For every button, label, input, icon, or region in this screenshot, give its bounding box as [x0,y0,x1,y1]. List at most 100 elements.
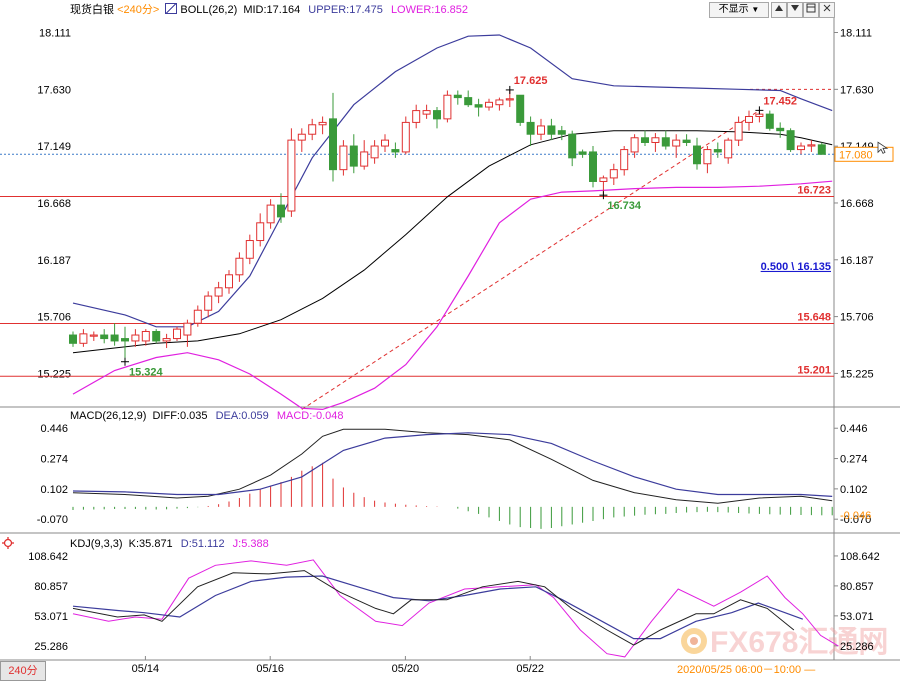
macd-tick-label-right: 0.446 [840,423,868,435]
price-tick-label-right: 15.706 [840,312,874,324]
price-tick-label-right: 18.111 [840,28,872,40]
kdj-tick-label-left: 25.286 [34,641,68,653]
close-pane-button[interactable] [819,2,835,18]
candle-body [578,151,587,155]
cursor-datetime: 2020/05/25 06:00－10:00 — [677,664,816,676]
instrument-name: 现货白银 [70,4,114,16]
candle-body [79,333,88,344]
candle-body [724,139,733,159]
price-tick-label-right: 16.187 [840,255,874,267]
candle-body [599,177,608,182]
candle-body [277,204,285,218]
candle-body [745,116,753,123]
candle-body [235,257,244,276]
candle-body [443,94,452,120]
kdj-tick-label-left: 53.071 [34,611,68,623]
candle-body [422,110,431,115]
candle-body [516,94,525,123]
candle-body [391,149,400,153]
candle-body [401,121,410,153]
price-tick-label-left: 15.225 [37,368,71,380]
boll-lower-line [72,180,833,411]
boll-lower-value: LOWER:16.852 [390,4,468,16]
candle-body [225,274,233,289]
date-tick-label: 05/22 [516,663,544,675]
macd-tick-label-right: 0.102 [840,484,868,496]
candle-body [381,139,389,147]
candle-body [69,334,77,344]
candle-body [360,151,369,167]
macd-dea-line [72,432,833,497]
scroll-down-button[interactable] [787,2,803,18]
candle-body [214,287,223,297]
candle-body [152,330,161,342]
period-badge-label: 240分 [8,665,38,677]
macd-tick-label-left: 0.446 [40,423,68,435]
candle-body [568,133,577,159]
candle-body [193,309,202,324]
candle-body [786,130,795,151]
extreme-label: 15.324 [129,367,164,379]
candle-body [547,125,556,135]
macd-label[interactable]: MACD(26,12,9) [70,410,147,422]
kdj-tick-label-right: 25.286 [840,641,874,653]
period-badge[interactable]: 240分 [0,661,46,681]
candle-body [245,240,254,259]
candle-body [183,322,192,336]
candle-body [641,137,649,143]
kdj-tick-label-right: 80.857 [840,581,874,593]
support-line-label: 16.723 [797,184,831,196]
candle-body [464,97,473,106]
kdj-k-value: K:35.871 [128,538,173,550]
candle-body [266,204,275,224]
candle-body [121,338,129,342]
candle-body [672,139,681,147]
candle-body [453,94,462,99]
candle-body [755,113,764,117]
price-tick-label-right: 15.225 [840,368,874,380]
candle-body [682,139,691,143]
watermark: FX678汇通网 [681,626,888,659]
macd-macd-value: MACD:-0.048 [276,410,344,422]
candle-body [537,125,545,135]
candle-body [651,137,660,143]
candle-body [256,222,265,242]
period-label[interactable]: <240分> [117,4,160,16]
candle-body [474,104,483,108]
kdj-tick-label-left: 108.642 [28,551,68,563]
candle-body [318,121,327,126]
scroll-up-button[interactable] [771,2,787,18]
macd-tick-label-right: -0.070 [840,514,871,526]
chevron-down-icon: ▼ [751,5,760,14]
kdj-j-line [72,559,839,658]
candle-body [349,145,358,167]
kdj-d-value: D:51.112 [180,538,225,550]
support-line-label: 15.201 [797,364,831,376]
kdj-j-value: J:5.388 [232,538,269,550]
price-tick-label-right: 16.668 [840,198,874,210]
kdj-label[interactable]: KDJ(9,3,3) [70,538,123,550]
kdj-pane: 108.642 108.642 80.857 80.857 53.071 53.071 25… [28,551,880,658]
candle-body [370,145,379,159]
hide-indicator-button[interactable]: 不显示 ▼ [709,2,769,18]
candle-body [329,118,337,171]
zoom-button[interactable] [803,2,819,18]
main-header: 现货白银 <240分> BOLL(26,2) MID:17.164 UPPER:… [70,2,468,18]
support-line-label: 15.648 [797,311,831,323]
date-tick-label: 05/20 [392,663,420,675]
candle-body [817,144,826,155]
extreme-label: 17.625 [514,75,548,87]
trend-line [301,109,760,410]
boll-upper-value: UPPER:17.475 [308,4,383,16]
kdj-settings-icon[interactable] [2,536,14,549]
watermark-text: FX678汇通网 [710,626,888,659]
candle-body [526,121,535,135]
candle-body [609,169,618,179]
candle-body [485,101,493,108]
candle-body [287,139,296,212]
kdj-header: KDJ(9,3,3) K:35.871 D:51.112 J:5.388 [70,536,269,552]
boll-label[interactable]: BOLL(26,2) [180,4,238,16]
macd-dif-line [72,428,833,504]
window-icon [806,3,816,13]
cursor-icon [877,141,889,154]
